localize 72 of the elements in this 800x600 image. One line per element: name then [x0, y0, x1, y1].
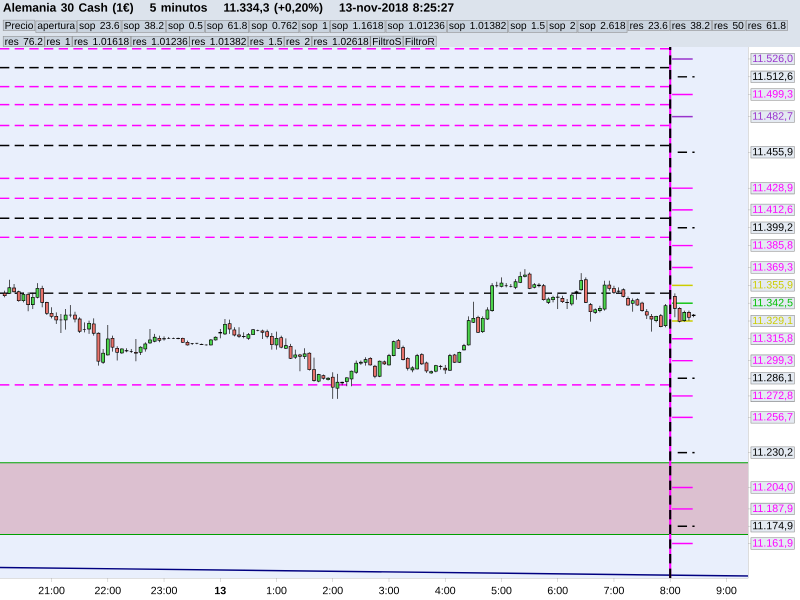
chart-title: Alemania 30 Cash (1€)	[3, 2, 134, 14]
y-tick-label: 11.526,0	[753, 54, 793, 64]
y-tick-label: 11.455,9	[753, 148, 792, 157]
y-tick-label: 11.161,9	[753, 539, 792, 548]
y-tick-label: 11.256,7	[753, 412, 792, 422]
y-tick-label: 11.315,8	[753, 334, 793, 344]
x-tick-label: 13	[215, 586, 226, 594]
text: FiltroS	[373, 38, 401, 46]
text: res 38.2	[672, 22, 710, 30]
text: res 2	[286, 38, 310, 46]
y-tick-label: 11.482,7	[753, 112, 792, 121]
x-tick-label: 3:00	[379, 586, 399, 594]
x-tick-label: 22:00	[94, 586, 121, 594]
y-tick-label: 11.369,3	[753, 263, 793, 272]
text: FiltroR	[406, 38, 434, 46]
y-tick-label: 11.412,6	[753, 205, 793, 214]
text: sop 1	[302, 22, 328, 32]
text: apertura	[38, 22, 76, 32]
text: res 1.01618	[74, 38, 129, 46]
text: sop 2.618	[580, 22, 626, 32]
candlestick	[143, 342, 148, 352]
x-tick-label: 8:00	[660, 586, 680, 594]
x-tick-label: 1:00	[266, 586, 286, 594]
text: sop 23.6	[79, 22, 120, 32]
x-tick-label: 21:00	[38, 586, 64, 594]
text: sop 1.01236	[388, 22, 444, 32]
chart-subtitle: 5 minutos	[150, 2, 207, 12]
y-tick-label: 11.299,3	[753, 356, 793, 366]
text: 13-nov-2018 8:25:27	[340, 3, 454, 12]
text: res 1.02618	[314, 38, 368, 46]
text: sop 1.01382	[449, 22, 506, 32]
text: sop 1.5	[510, 22, 545, 32]
x-tick-label: 4:00	[435, 586, 456, 594]
x-tick-label: 2:00	[322, 586, 343, 594]
candlestick	[500, 277, 504, 288]
x-tick-label: 23:00	[151, 586, 177, 594]
text: res 1.01236	[133, 38, 188, 46]
y-tick-label: 11.272,8	[753, 392, 793, 400]
text: 11.334,3 (+0,20%)	[224, 2, 322, 14]
y-tick-label: 11.512,6	[753, 72, 793, 82]
y-tick-label: 11.230,2	[753, 448, 792, 458]
x-tick-label: 6:00	[548, 586, 568, 594]
y-tick-label: 11.342,5	[753, 298, 793, 308]
text: sop 2	[549, 22, 575, 32]
text: res 23.6	[630, 22, 668, 30]
text: res 61.8	[748, 22, 786, 30]
text: res 1	[47, 38, 70, 46]
text: sop 38.2	[124, 22, 164, 32]
text: res 1.5	[250, 38, 282, 46]
candlestick	[457, 351, 462, 364]
y-tick-label: 11.499,3	[753, 90, 793, 99]
text: sop 0.762	[252, 22, 297, 32]
y-tick-label: 11.385,8	[753, 241, 793, 250]
y-tick-label: 11.204,0	[753, 483, 793, 492]
y-tick-label: 11.428,9	[753, 184, 792, 193]
y-tick-label: 11.355,9	[753, 280, 792, 290]
y-tick-label: 11.187,9	[753, 504, 792, 514]
text: Precio	[6, 22, 33, 30]
text: res 76.2	[5, 38, 42, 46]
text: sop 61.8	[207, 22, 247, 32]
text: res 50	[714, 22, 744, 30]
text: res 1.01382	[192, 38, 246, 46]
y-tick-label: 11.286,1	[753, 374, 792, 383]
candlestick	[644, 308, 649, 320]
y-tick-label: 11.174,9	[753, 522, 792, 531]
y-tick-label: 11.329,1	[753, 316, 792, 326]
text: sop 0.5	[168, 22, 202, 32]
x-tick-label: 5:00	[492, 586, 512, 594]
y-tick-label: 11.399,2	[753, 223, 792, 232]
x-tick-label: 9:00	[716, 586, 736, 594]
text: sop 1.1618	[332, 22, 384, 32]
x-tick-label: 7:00	[604, 586, 624, 594]
